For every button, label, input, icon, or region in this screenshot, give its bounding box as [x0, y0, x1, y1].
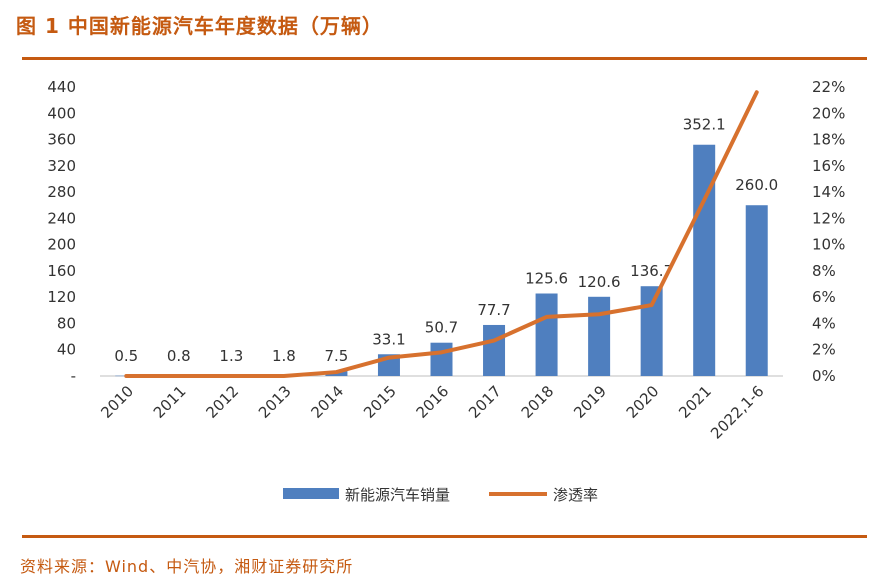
bar-data-label: 0.5	[114, 347, 138, 365]
bar-data-label: 33.1	[372, 330, 405, 348]
y-left-axis: - 40 80 120 160 200 240 280 320 360 400 440	[47, 78, 76, 385]
legend-label-bar: 新能源汽车销量	[345, 486, 450, 504]
bar-series	[115, 144, 768, 377]
y-left-tick-label: 280	[47, 183, 76, 201]
x-tick-label: 2014	[308, 382, 348, 422]
x-axis: 2010 2011 2012 2013 2014 2015 2016 2017 2018 2019…	[97, 382, 767, 442]
y-right-tick-label: 22%	[812, 78, 845, 96]
penetration-rate-line	[124, 90, 759, 378]
y-left-tick-label: 40	[57, 341, 76, 359]
y-left-tick-label: 440	[47, 78, 76, 96]
y-left-tick-label: 240	[47, 209, 76, 227]
figure-title: 图 1 中国新能源汽车年度数据（万辆）	[16, 14, 383, 38]
bottom-divider	[22, 535, 867, 538]
bar-data-label: 125.6	[525, 270, 568, 288]
bar-data-labels: 0.5 0.8 1.3 1.8 7.5 33.1 50.7 77.7 125.6 120.6 136…	[114, 116, 778, 365]
bar-data-label: 1.8	[272, 347, 296, 365]
x-tick-label: 2012	[202, 382, 242, 422]
x-tick-label: 2013	[255, 382, 295, 422]
bar	[483, 324, 506, 376]
bar-data-label: 260.0	[735, 176, 778, 194]
source-note: 资料来源：Wind、中汽协，湘财证券研究所	[20, 557, 354, 576]
line-series	[124, 90, 759, 378]
y-right-tick-label: 20%	[812, 104, 845, 122]
y-right-tick-label: 2%	[812, 341, 836, 359]
y-left-tick-label: 400	[47, 104, 76, 122]
legend-label-line: 渗透率	[553, 486, 598, 504]
bar	[693, 144, 716, 376]
y-left-tick-label: 120	[47, 288, 76, 306]
y-left-tick-label: 200	[47, 236, 76, 254]
top-divider	[22, 57, 867, 60]
y-right-tick-label: 8%	[812, 262, 836, 280]
bar-data-label: 136.7	[630, 262, 673, 280]
y-right-axis: 0% 2% 4% 6% 8% 10% 12% 14% 16% 18% 20% 22%	[812, 78, 845, 385]
y-right-tick-label: 12%	[812, 209, 845, 227]
bar	[588, 296, 611, 376]
y-left-tick-label: 160	[47, 262, 76, 280]
bar-data-label: 50.7	[425, 319, 458, 337]
bar	[430, 342, 453, 376]
bar	[745, 205, 768, 376]
bar-data-label: 352.1	[683, 116, 726, 134]
y-right-tick-label: 6%	[812, 288, 836, 306]
bar-data-label: 7.5	[324, 347, 348, 365]
x-tick-label: 2019	[570, 382, 610, 422]
bar-data-label: 1.3	[219, 347, 243, 365]
y-right-tick-label: 4%	[812, 314, 836, 332]
x-tick-label: 2015	[360, 382, 400, 422]
y-right-tick-label: 10%	[812, 236, 845, 254]
bar-data-label: 77.7	[477, 301, 510, 319]
x-tick-label: 2016	[413, 382, 453, 422]
bar	[535, 293, 558, 376]
y-left-tick-label: -	[71, 367, 76, 385]
y-left-tick-label: 360	[47, 131, 76, 149]
y-right-tick-label: 14%	[812, 183, 845, 201]
x-tick-label: 2017	[465, 382, 505, 422]
x-tick-label: 2020	[623, 382, 663, 422]
bar	[640, 286, 663, 376]
x-tick-label: 2022,1-6	[707, 382, 767, 442]
y-left-tick-label: 320	[47, 157, 76, 175]
x-tick-label: 2018	[518, 382, 558, 422]
y-right-tick-label: 16%	[812, 157, 845, 175]
legend-swatch-bar	[283, 488, 339, 499]
y-left-tick-label: 80	[57, 314, 76, 332]
y-right-tick-label: 0%	[812, 367, 836, 385]
x-tick-label: 2011	[150, 382, 190, 422]
y-right-tick-label: 18%	[812, 131, 845, 149]
bar-data-label: 0.8	[167, 347, 191, 365]
x-tick-label: 2010	[97, 382, 137, 422]
bar-data-label: 120.6	[578, 273, 621, 291]
legend: 新能源汽车销量 渗透率	[283, 486, 598, 504]
x-tick-label: 2021	[675, 382, 715, 422]
